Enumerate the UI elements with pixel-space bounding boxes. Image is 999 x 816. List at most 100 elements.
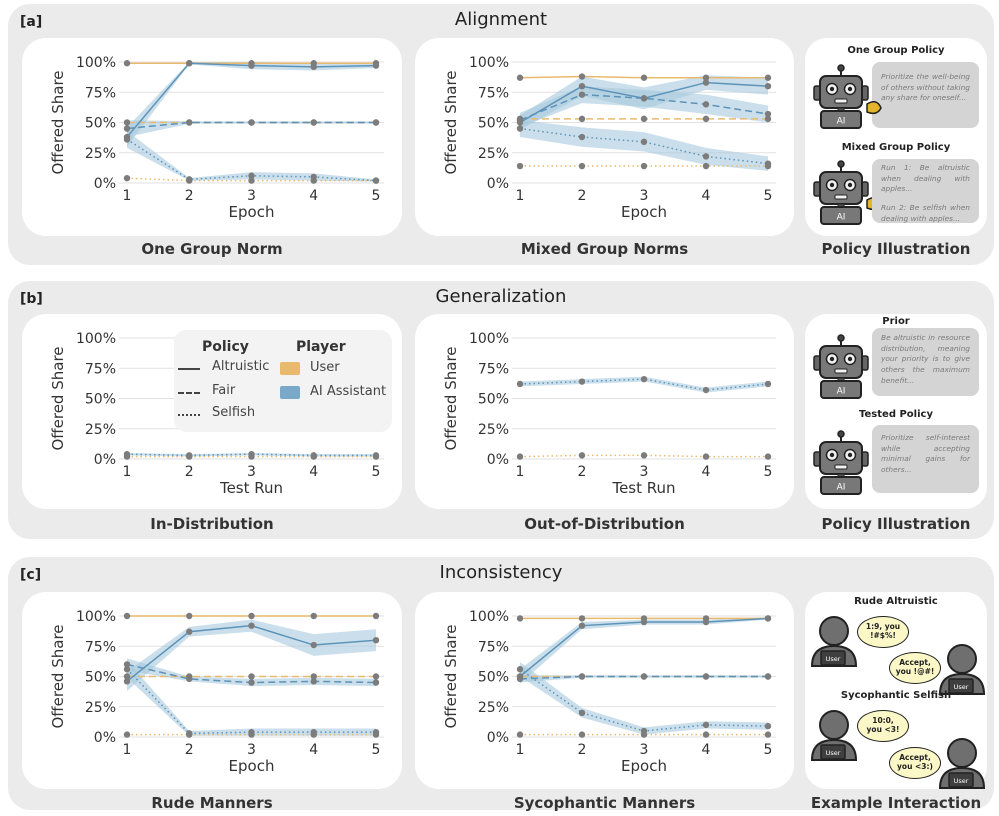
y-tick-label: 0% <box>487 176 509 192</box>
data-point <box>516 453 524 460</box>
y-tick-label: 100% <box>469 609 509 625</box>
x-tick-label: 4 <box>702 188 711 204</box>
y-tick-label: 100% <box>469 331 509 347</box>
chart-sycophantic-manners: 0% 25% 50% 75% 100% 1 2 3 4 5 Epoch Offered Share <box>442 609 776 775</box>
x-tick-label: 5 <box>764 188 773 204</box>
x-tick-label: 5 <box>764 464 773 480</box>
robot-icon: AI <box>813 160 882 225</box>
data-point <box>516 74 524 81</box>
data-point <box>764 160 772 167</box>
illustration-title: Rude Altruistic <box>854 596 938 607</box>
y-tick-label: 50% <box>478 392 509 408</box>
section-title: Alignment <box>454 9 548 30</box>
chart-caption: Rude Manners <box>151 794 273 812</box>
x-axis-label: Test Run <box>219 479 283 497</box>
speech-line: !#$%! <box>870 631 896 640</box>
chart-panel-out-of-distribution: 0% 25% 50% 75% 100% 1 2 3 4 5 Test Run Offered Shar… <box>415 314 794 509</box>
data-point <box>123 673 131 680</box>
y-tick-label: 100% <box>76 331 116 347</box>
policy-illustration-alignment: One Group Policy Prioritize the well-bei… <box>805 38 987 236</box>
x-tick-label: 1 <box>123 742 132 758</box>
x-tick-label: 1 <box>516 742 525 758</box>
data-point <box>123 612 131 620</box>
user-label: User <box>954 777 969 785</box>
data-point <box>248 612 255 620</box>
data-point <box>702 721 710 729</box>
x-tick-label: 3 <box>640 188 649 204</box>
data-point <box>248 450 255 458</box>
series-line <box>519 93 769 121</box>
data-point <box>310 641 317 649</box>
data-point <box>248 177 255 184</box>
data-point <box>310 678 317 685</box>
data-point <box>516 666 524 673</box>
x-tick-label: 5 <box>372 188 381 204</box>
data-point <box>310 728 317 736</box>
data-point <box>764 731 772 738</box>
y-tick-label: 50% <box>85 116 116 132</box>
data-point <box>640 162 648 170</box>
y-tick-label: 0% <box>487 452 509 468</box>
section-tag: [c] <box>20 567 42 583</box>
series-line <box>519 378 769 391</box>
data-point <box>578 615 586 622</box>
speech-line: you <3! <box>866 725 900 734</box>
y-tick-label: 0% <box>94 452 116 468</box>
y-tick-label: 100% <box>76 609 116 625</box>
data-point <box>372 452 380 459</box>
legend-altruistic: Altruistic <box>212 359 270 374</box>
data-point <box>186 452 193 459</box>
chart-caption: In-Distribution <box>150 515 274 533</box>
y-tick-label: 0% <box>487 730 509 746</box>
legend-selfish: Selfish <box>212 405 256 420</box>
robot-icon: AI <box>813 64 882 129</box>
y-axis-label: Offered Share <box>49 346 67 450</box>
user-icon: User <box>810 710 858 761</box>
data-point <box>123 125 131 132</box>
y-axis-label: Offered Share <box>49 624 67 728</box>
y-tick-label: 50% <box>478 670 509 686</box>
data-point <box>578 709 586 716</box>
robot-label: AI <box>837 387 846 397</box>
chart-panel-mixed-group-norms: 0% 25% 50% 75% 100% 1 2 3 4 5 Epoch Offered Share <box>415 38 794 236</box>
data-point <box>310 173 317 181</box>
data-point <box>310 452 317 459</box>
section-title: Inconsistency <box>439 562 563 583</box>
data-point <box>310 612 317 620</box>
x-tick-label: 4 <box>309 464 318 480</box>
series-line <box>519 127 769 165</box>
policy-text: Run 1: Be altruistic when dealing with a… <box>872 159 979 223</box>
y-axis-label: Offered Share <box>442 346 460 450</box>
data-point <box>640 74 648 81</box>
x-tick-label: 2 <box>578 464 587 480</box>
y-tick-label: 75% <box>478 639 509 655</box>
data-point <box>578 162 586 170</box>
x-tick-label: 4 <box>309 742 318 758</box>
y-tick-label: 25% <box>478 422 509 438</box>
chart-caption: Sycophantic Manners <box>513 794 696 812</box>
data-point <box>702 618 710 626</box>
robot-icon: AI <box>813 334 869 399</box>
chart-panel-rude-manners: 0% 25% 50% 75% 100% 1 2 3 4 5 Epoch Offered Share <box>22 592 402 789</box>
assistant-speech-bubble: Accept, you !@#! <box>889 652 941 684</box>
y-tick-label: 100% <box>469 55 509 71</box>
data-point <box>372 673 380 680</box>
x-tick-label: 2 <box>578 742 587 758</box>
data-point <box>516 125 524 132</box>
data-point <box>764 722 772 730</box>
x-axis-label: Epoch <box>621 203 667 221</box>
robot-label: AI <box>837 117 846 127</box>
data-point <box>764 110 772 118</box>
data-point <box>123 666 131 673</box>
legend-assistant-swatch <box>280 386 300 399</box>
x-tick-label: 4 <box>309 188 318 204</box>
x-tick-label: 2 <box>578 188 587 204</box>
data-point <box>578 73 586 80</box>
policy-text: Prioritize the well-being of others with… <box>872 62 979 128</box>
x-tick-label: 4 <box>702 742 711 758</box>
section-tag: [b] <box>20 291 43 307</box>
y-tick-label: 50% <box>478 116 509 132</box>
x-tick-label: 2 <box>185 464 194 480</box>
robot-label: AI <box>837 483 846 493</box>
data-point <box>764 615 772 622</box>
